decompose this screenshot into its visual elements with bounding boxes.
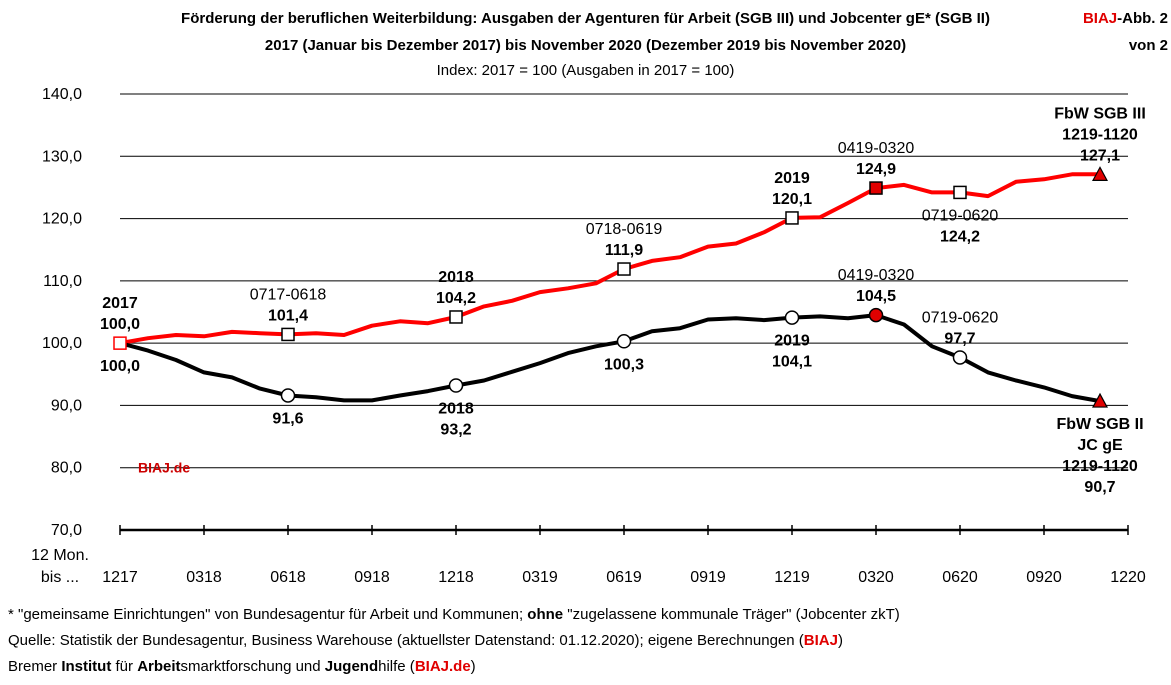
y-tick-label: 130,0 — [42, 148, 82, 165]
data-label: 120,1 — [772, 191, 812, 208]
x-tick-label: 0918 — [354, 569, 390, 586]
sgb3-marker — [449, 310, 463, 324]
data-label: 93,2 — [440, 421, 471, 438]
data-label: 2018 — [438, 400, 474, 417]
sgb3-marker — [281, 327, 295, 342]
sgb2-marker — [784, 310, 800, 325]
footnote-text-c: "zugelassene kommunale Träger" (Jobcente… — [563, 606, 900, 623]
x-axis-title-line-2: bis ... — [41, 569, 79, 586]
y-tick-label: 110,0 — [43, 273, 82, 290]
source-biaj: BIAJ — [803, 632, 838, 649]
institute-line: Bremer Institut für Arbeitsmarktforschun… — [8, 658, 476, 675]
y-tick-label: 120,0 — [42, 211, 82, 228]
figure-badge-line-1: BIAJ-Abb. 2 — [1083, 10, 1168, 27]
x-tick-label: 0620 — [942, 569, 978, 586]
data-label: 0718-0619 — [586, 221, 663, 238]
data-label: 91,6 — [272, 410, 303, 427]
data-label: 127,1 — [1080, 147, 1120, 164]
data-label: 100,0 — [100, 316, 140, 333]
sgb2-marker — [952, 350, 968, 365]
x-tick-label: 0319 — [522, 569, 558, 586]
sgb3-marker — [113, 336, 127, 350]
institute-text-9: ) — [470, 658, 476, 675]
sgb3-marker — [953, 185, 967, 200]
sgb3-marker — [617, 262, 631, 276]
y-tick-label: 100,0 — [42, 335, 82, 352]
data-label: 2017 — [102, 295, 138, 312]
institute-text-2: Institut — [61, 658, 112, 675]
data-label: 124,2 — [940, 228, 980, 245]
sgb2-marker — [448, 378, 464, 393]
source-line: Quelle: Statistik der Bundesagentur, Bus… — [8, 632, 843, 649]
data-label: 0719-0620 — [922, 207, 999, 224]
figure-badge-line-2: von 2 — [1128, 37, 1168, 54]
data-label: 2018 — [438, 269, 474, 286]
data-label: 2019 — [774, 333, 810, 350]
data-label: FbW SGB III — [1054, 105, 1146, 122]
x-tick-label: 0618 — [270, 569, 306, 586]
badge-biaj: BIAJ — [1082, 10, 1118, 27]
sgb2-marker — [616, 334, 632, 349]
institute-text-3: für — [111, 658, 138, 675]
x-tick-label: 0619 — [606, 569, 642, 586]
data-label: JC gE — [1077, 437, 1123, 454]
data-label: 111,9 — [605, 242, 643, 259]
source-text: Quelle: Statistik der Bundesagentur, Bus… — [8, 632, 804, 649]
x-tick-label: 0920 — [1026, 569, 1062, 586]
data-label: 104,1 — [772, 354, 812, 371]
data-label: 0419-0320 — [838, 267, 915, 284]
x-tick-label: 1219 — [774, 569, 810, 586]
y-tick-label: 70,0 — [51, 522, 82, 539]
data-label: FbW SGB II — [1056, 416, 1143, 433]
data-label: 0717-0618 — [250, 286, 327, 303]
x-tick-label: 1218 — [438, 569, 474, 586]
data-label: 100,0 — [100, 358, 140, 375]
watermark-biaj: BIAJ.de — [138, 460, 190, 476]
data-label: 104,5 — [856, 288, 896, 305]
institute-text-7: hilfe ( — [378, 658, 415, 675]
sgb2-marker — [868, 307, 884, 323]
data-label: 100,3 — [604, 356, 644, 373]
y-tick-label: 90,0 — [51, 397, 82, 414]
data-label: 1219-1120 — [1062, 458, 1138, 475]
data-label: 97,7 — [944, 330, 975, 347]
chart-subtitle: Index: 2017 = 100 (Ausgaben in 2017 = 10… — [436, 62, 735, 79]
data-label: 90,7 — [1084, 479, 1115, 496]
data-label: 101,4 — [268, 307, 308, 324]
sgb2-marker — [1091, 392, 1109, 408]
footnote-text-a: * "gemeinsame Einrichtungen" von Bundesa… — [8, 606, 528, 623]
chart-title-line-1: Förderung der beruflichen Weiterbildung:… — [181, 10, 990, 27]
sgb2-marker — [280, 388, 296, 403]
data-label: 0419-0320 — [838, 140, 915, 157]
data-label: 0719-0620 — [922, 309, 999, 326]
footnote-text-bold: ohne — [527, 606, 564, 623]
y-tick-label: 80,0 — [51, 460, 82, 477]
data-label: 1219-1120 — [1062, 126, 1138, 143]
data-label: 2019 — [774, 170, 810, 187]
sgb3-marker — [785, 211, 799, 225]
source-close: ) — [837, 632, 843, 649]
data-label: 124,9 — [856, 161, 896, 178]
institute-text-6: Jugend — [324, 658, 379, 675]
x-tick-label: 0318 — [186, 569, 222, 586]
footnote-line: * "gemeinsame Einrichtungen" von Bundesa… — [8, 606, 900, 623]
institute-text-1: Bremer — [8, 658, 62, 675]
chart-title-line-2: 2017 (Januar bis Dezember 2017) bis Nove… — [264, 37, 907, 54]
x-tick-label: 0919 — [690, 569, 726, 586]
badge-figure-number: -Abb. 2 — [1117, 10, 1168, 27]
x-tick-label: 1220 — [1110, 569, 1146, 586]
x-tick-label: 0320 — [858, 569, 894, 586]
y-tick-label: 140,0 — [42, 86, 82, 103]
institute-link-biaj[interactable]: BIAJ.de — [414, 658, 471, 675]
x-tick-label: 1217 — [102, 569, 138, 586]
x-axis-title-line-1: 12 Mon. — [31, 547, 89, 564]
sgb3-marker — [1091, 166, 1109, 181]
line-chart: 140,0 130,0 120,0 110,0 100,0 90,0 80,0 70,0 121… — [31, 86, 1146, 586]
sgb3-marker — [869, 181, 883, 195]
data-label: 104,2 — [436, 290, 476, 307]
institute-text-5: smarktforschung und — [180, 658, 325, 675]
institute-text-4: Arbeit — [137, 658, 181, 675]
